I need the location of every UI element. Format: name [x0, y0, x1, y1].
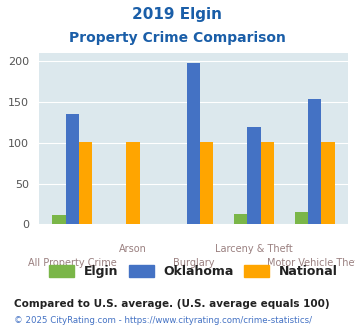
Bar — [295, 212, 308, 224]
Bar — [321, 142, 334, 224]
Bar — [247, 127, 261, 224]
Bar — [53, 214, 66, 224]
Bar — [66, 114, 79, 224]
Text: Burglary: Burglary — [173, 258, 214, 268]
Text: All Property Crime: All Property Crime — [28, 258, 117, 268]
Bar — [187, 63, 200, 224]
Bar — [261, 142, 274, 224]
Bar — [234, 214, 247, 224]
Text: Motor Vehicle Theft: Motor Vehicle Theft — [267, 258, 355, 268]
Bar — [308, 99, 321, 224]
Text: © 2025 CityRating.com - https://www.cityrating.com/crime-statistics/: © 2025 CityRating.com - https://www.city… — [14, 316, 312, 325]
Bar — [126, 142, 140, 224]
Text: Larceny & Theft: Larceny & Theft — [215, 244, 293, 254]
Text: 2019 Elgin: 2019 Elgin — [132, 7, 223, 21]
Legend: Elgin, Oklahoma, National: Elgin, Oklahoma, National — [44, 260, 343, 283]
Bar — [79, 142, 92, 224]
Bar — [200, 142, 213, 224]
Text: Compared to U.S. average. (U.S. average equals 100): Compared to U.S. average. (U.S. average … — [14, 299, 330, 309]
Text: Arson: Arson — [119, 244, 147, 254]
Text: Property Crime Comparison: Property Crime Comparison — [69, 31, 286, 45]
